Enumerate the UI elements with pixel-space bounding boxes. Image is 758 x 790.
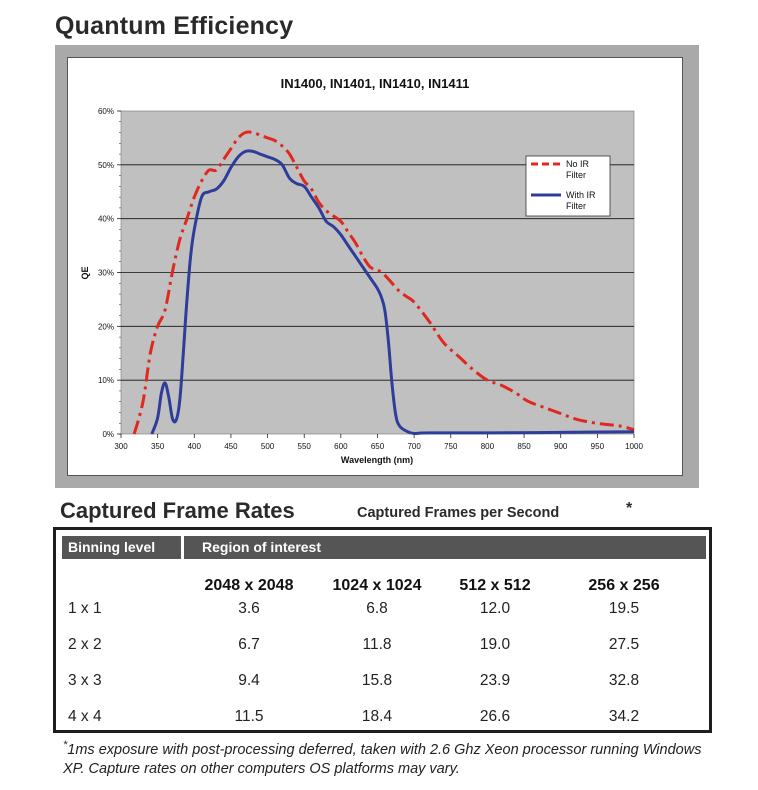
frame-rate-table: Binning level Region of interest 2048 x … [53,527,712,733]
table-cell: 9.4 [238,672,260,689]
y-axis-label: QE [80,266,90,279]
x-tick-label: 900 [554,442,568,451]
quantum-efficiency-heading: Quantum Efficiency [55,12,294,40]
table-cell: 3.6 [238,600,260,617]
row-label: 4 x 4 [68,708,102,725]
series-line-with-ir-filter [150,149,635,436]
footnote-asterisk: * [63,739,68,751]
x-tick-label: 450 [224,442,238,451]
row-label: 3 x 3 [68,672,102,689]
y-tick-label: 0% [102,430,114,439]
y-tick-label: 30% [98,269,114,278]
x-axis-label: Wavelength (nm) [341,455,413,465]
x-tick-label: 500 [261,442,275,451]
x-tick-label: 850 [517,442,531,451]
table-cell: 11.5 [234,708,264,725]
x-tick-label: 650 [371,442,385,451]
x-tick-label: 300 [114,442,128,451]
qe-chart: IN1400, IN1401, IN1410, IN1411 0% 10% 20% 3… [80,76,643,465]
table-cell: 23.9 [479,672,511,689]
column-header: 2048 x 2048 [204,577,294,594]
chart-title: IN1400, IN1401, IN1410, IN1411 [281,76,470,91]
table-cell: 15.8 [361,672,393,689]
row-label: 2 x 2 [68,636,102,653]
series-layer [132,130,635,436]
table-cell: 27.5 [608,636,640,653]
column-header: 512 x 512 [459,577,531,594]
header-binning-level: Binning level [62,536,181,559]
legend-label-with-ir: With IR Filter [566,190,596,211]
y-tick-label: 60% [98,107,114,116]
table-cell: 19.0 [479,636,511,653]
y-tick-label: 50% [98,161,114,170]
x-tick-label: 1000 [625,442,643,451]
x-tick-label: 750 [444,442,458,451]
legend-label-no-ir: No IR Filter [566,159,590,180]
y-tick-label: 20% [98,322,114,331]
frame-rates-subtitle: Captured Frames per Second [357,505,560,521]
x-tick-label: 700 [407,442,421,451]
x-tick-label: 800 [481,442,495,451]
table-cell: 6.7 [238,636,260,653]
column-header: 1024 x 1024 [332,577,422,594]
table-cell: 6.8 [366,600,388,617]
table-cell: 32.8 [608,672,640,689]
header-region-of-interest: Region of interest [184,536,706,559]
legend-box [525,155,611,217]
table-cell: 18.4 [361,708,393,725]
x-tick-label: 550 [298,442,312,451]
y-axis-ticks: 0% 10% 20% 30% 40% 50% 60% [98,107,121,439]
table-cell: 26.6 [479,708,511,725]
y-tick-label: 10% [98,376,114,385]
table-cell: 19.5 [608,600,640,617]
chart-panel: IN1400, IN1401, IN1410, IN1411 0% 10% 20% 3… [67,57,683,476]
footnote-text: 1ms exposure with post-processing deferr… [63,741,702,777]
x-tick-label: 950 [591,442,605,451]
footnote: *1ms exposure with post-processing defer… [63,736,713,779]
row-label: 1 x 1 [68,600,102,617]
x-tick-label: 600 [334,442,348,451]
frame-rates-heading: Captured Frame Rates [60,498,295,523]
frame-rates-asterisk: * [626,500,633,517]
x-axis-ticks: 300 350 400 450 500 550 600 650 700 750 800 850 900 9… [114,434,643,451]
table-cell: 11.8 [362,636,392,653]
x-tick-label: 400 [188,442,202,451]
chart-frame: IN1400, IN1401, IN1410, IN1411 0% 10% 20% 3… [55,45,699,488]
table-cell: 34.2 [608,708,640,725]
legend: No IR Filter With IR Filter [525,155,611,217]
series-line-no-ir-filter [132,130,635,435]
x-tick-label: 350 [151,442,165,451]
column-header: 256 x 256 [588,577,660,594]
table-cell: 12.0 [479,600,511,617]
y-tick-label: 40% [98,215,114,224]
